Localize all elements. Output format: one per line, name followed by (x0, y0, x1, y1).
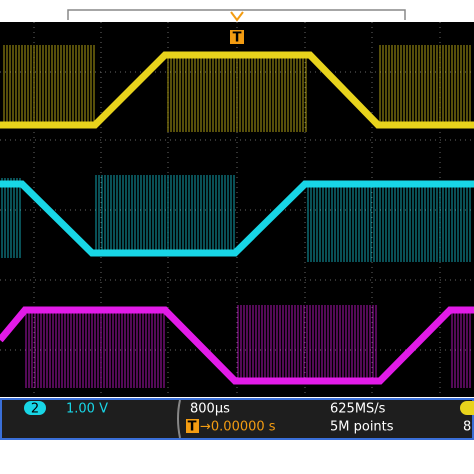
channel-number: 2 (31, 402, 39, 417)
channel-badge (24, 401, 46, 415)
time-per-div: 800µs (190, 402, 230, 417)
trigger-arrow (230, 11, 244, 22)
record-length: 5M points (330, 420, 394, 435)
trigger-position: →0.00000 s (200, 420, 276, 435)
signal-burst (3, 45, 95, 128)
signal-trace (0, 180, 474, 257)
record-bracket (67, 9, 406, 20)
sample-rate: 625MS/s (330, 402, 386, 417)
status-border (0, 398, 474, 440)
right-value: 8 (463, 420, 471, 435)
trigger-marker: T (233, 31, 242, 46)
signal-burst (167, 52, 307, 132)
trigger-label: T (188, 420, 197, 435)
trigger-marker-box (230, 30, 244, 44)
divider (177, 399, 181, 439)
trigger-badge (186, 419, 199, 433)
signal-trace (0, 51, 474, 129)
volts-per-div: 1.00 V (66, 402, 108, 417)
signal-burst (451, 308, 471, 388)
signal-burst (379, 45, 471, 128)
signal-burst (95, 175, 235, 255)
signal-burst (237, 305, 377, 384)
waveforms (0, 45, 474, 388)
signal-burst (25, 308, 165, 388)
signal-trace (0, 306, 474, 385)
status-bar (0, 398, 474, 440)
signal-burst (307, 185, 471, 262)
signal-burst (1, 178, 21, 258)
right-badge (460, 401, 474, 415)
